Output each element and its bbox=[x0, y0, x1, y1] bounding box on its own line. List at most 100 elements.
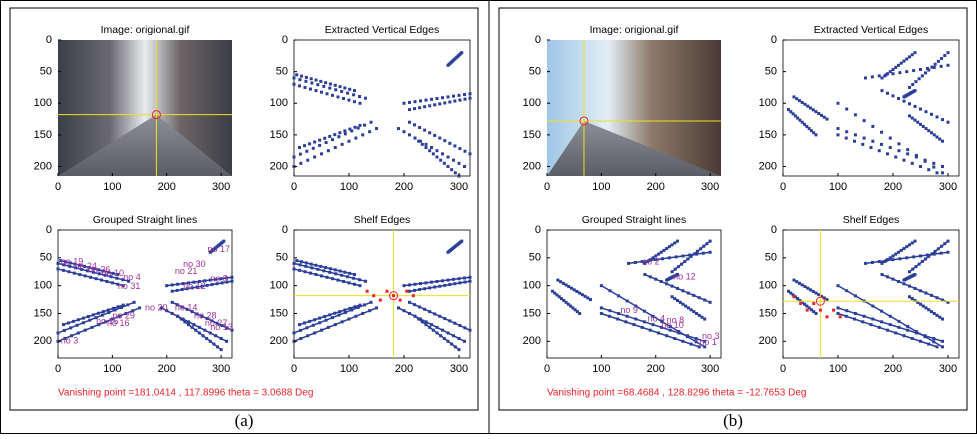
edge-point bbox=[91, 313, 95, 317]
edge-point bbox=[686, 291, 690, 295]
edge-point bbox=[897, 319, 901, 323]
edge-point bbox=[845, 309, 849, 313]
x-tick-label: 100 bbox=[592, 363, 610, 375]
edge-point bbox=[361, 133, 365, 137]
edge-point bbox=[946, 239, 950, 243]
edge-point bbox=[328, 270, 332, 274]
line-label: no 19 bbox=[61, 257, 84, 267]
y-tick-label: 100 bbox=[759, 280, 777, 292]
y-tick-label: 100 bbox=[34, 280, 52, 292]
edge-point bbox=[113, 308, 117, 312]
edge-point bbox=[320, 90, 323, 94]
edge-point bbox=[453, 345, 457, 349]
edge-point bbox=[110, 317, 114, 321]
edge-point bbox=[458, 147, 462, 151]
edge-point bbox=[328, 313, 332, 317]
edge-point bbox=[941, 339, 944, 343]
edge-point bbox=[88, 318, 92, 322]
edge-point bbox=[673, 241, 677, 245]
edge-point bbox=[634, 304, 638, 308]
edge-point bbox=[800, 120, 804, 124]
edge-point bbox=[792, 95, 796, 99]
x-tick-label: 200 bbox=[884, 181, 902, 193]
edge-point bbox=[185, 287, 189, 291]
edge-point bbox=[888, 146, 892, 150]
edge-point bbox=[703, 339, 707, 343]
y-tick-label: 100 bbox=[523, 97, 541, 109]
y-tick-label: 100 bbox=[270, 97, 288, 109]
edge-point bbox=[417, 139, 421, 143]
edge-point bbox=[453, 171, 457, 175]
edge-point bbox=[187, 281, 190, 285]
edge-point bbox=[932, 311, 936, 315]
edge-point bbox=[886, 275, 889, 279]
edge-point bbox=[433, 103, 437, 107]
edge-point bbox=[338, 85, 342, 89]
edge-point bbox=[183, 320, 187, 324]
edge-point bbox=[692, 310, 696, 314]
edge-point bbox=[180, 288, 184, 292]
edge-point bbox=[418, 288, 422, 292]
edge-point bbox=[811, 108, 815, 112]
edge-point bbox=[328, 134, 332, 138]
edge-point bbox=[200, 314, 204, 318]
intersection bbox=[812, 301, 816, 305]
edge-point bbox=[689, 308, 693, 312]
edge-point bbox=[695, 249, 699, 253]
intersection bbox=[792, 295, 796, 299]
edge-point bbox=[463, 165, 466, 169]
edge-point bbox=[363, 303, 367, 307]
edge-point bbox=[220, 324, 224, 328]
edge-point bbox=[225, 339, 229, 343]
edge-point bbox=[131, 309, 135, 313]
y-tick-label: 50 bbox=[765, 252, 777, 264]
edge-point bbox=[905, 256, 909, 260]
edge-point bbox=[324, 318, 328, 322]
edge-point bbox=[292, 155, 296, 159]
edge-point bbox=[891, 277, 895, 281]
edge-point bbox=[791, 293, 795, 297]
edge-point bbox=[97, 272, 101, 276]
edge-point bbox=[453, 144, 457, 148]
edge-point bbox=[798, 281, 801, 285]
edge-point bbox=[452, 334, 455, 338]
edge-point bbox=[870, 75, 874, 79]
edge-point bbox=[225, 326, 229, 330]
edge-point bbox=[325, 275, 329, 279]
edge-point bbox=[435, 149, 439, 153]
edge-point bbox=[555, 293, 559, 297]
edge-point bbox=[103, 273, 107, 277]
edge-point bbox=[877, 260, 881, 264]
edge-point bbox=[342, 279, 345, 283]
edge-point bbox=[428, 286, 432, 290]
edge-point bbox=[435, 331, 439, 335]
edge-point bbox=[61, 323, 65, 327]
edge-point bbox=[304, 261, 308, 265]
edge-point bbox=[836, 306, 840, 310]
edge-point bbox=[930, 65, 934, 69]
plot-title: Extracted Vertical Edges bbox=[814, 24, 928, 36]
edge-point bbox=[787, 289, 790, 293]
edge-point bbox=[423, 307, 427, 311]
edge-point bbox=[165, 284, 169, 288]
y-tick-label: 0 bbox=[46, 224, 52, 236]
edge-point bbox=[441, 279, 444, 283]
edge-point bbox=[419, 282, 422, 286]
edge-point bbox=[705, 242, 709, 246]
edge-point bbox=[888, 70, 892, 74]
edge-point bbox=[932, 165, 936, 169]
edge-point bbox=[694, 340, 698, 344]
edge-point bbox=[550, 289, 554, 293]
edge-point bbox=[862, 119, 866, 123]
edge-point bbox=[354, 314, 358, 318]
edge-point bbox=[328, 86, 332, 90]
edge-point bbox=[559, 280, 563, 284]
edge-point bbox=[930, 310, 933, 314]
edge-point bbox=[309, 77, 313, 81]
x-tick-label: 300 bbox=[939, 181, 957, 193]
edge-point bbox=[897, 97, 900, 101]
edge-point bbox=[428, 149, 432, 153]
edge-point bbox=[331, 138, 334, 142]
edge-point bbox=[333, 146, 337, 150]
edge-point bbox=[820, 113, 823, 117]
